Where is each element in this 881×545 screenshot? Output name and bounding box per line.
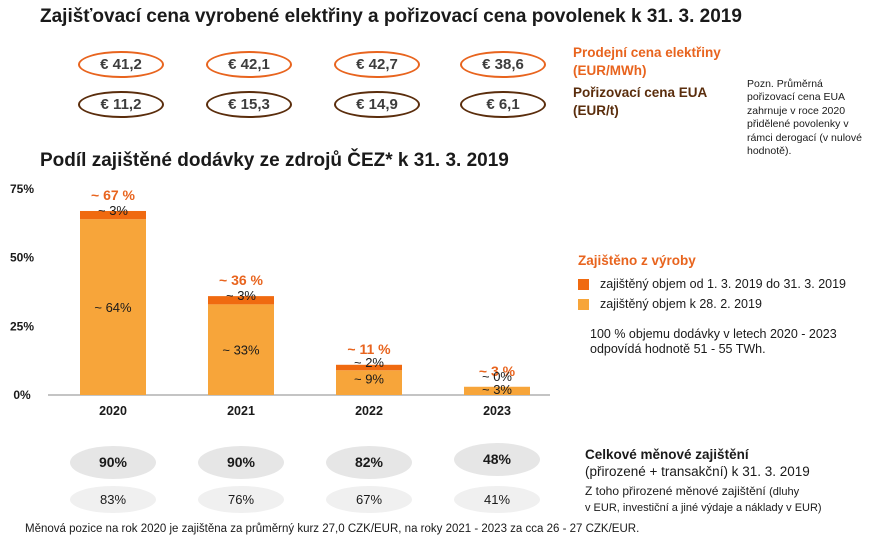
fx-summary-subtitle: (přirozené + transakční) k 31. 3. 2019 bbox=[585, 464, 810, 479]
selling-price-label: Prodejní cena elektřiny (EUR/MWh) bbox=[573, 44, 721, 80]
bar-base-value-label: ~ 9% bbox=[354, 371, 384, 386]
bar-segment-february bbox=[464, 386, 530, 395]
fx-total-2021: 90% bbox=[198, 446, 284, 479]
legend-item-march: zajištěný objem od 1. 3. 2019 do 31. 3. … bbox=[600, 277, 847, 291]
eua-price-2021: € 15,3 bbox=[206, 91, 292, 118]
selling-price-label-line2: (EUR/MWh) bbox=[573, 63, 647, 78]
eua-price-2020: € 11,2 bbox=[78, 91, 164, 118]
selling-price-2021: € 42,1 bbox=[206, 51, 292, 78]
legend-title: Zajištěno z výroby bbox=[578, 253, 696, 268]
legend-swatch-february bbox=[578, 299, 589, 310]
fx-total-2022: 82% bbox=[326, 446, 412, 479]
bar-top-value-label: ~ 2% bbox=[354, 355, 384, 370]
fx-total-2020: 90% bbox=[70, 446, 156, 479]
footer-note: Měnová pozice na rok 2020 je zajištěna z… bbox=[25, 523, 640, 535]
fx-natural-note-paren: (dluhy bbox=[769, 486, 800, 498]
bar-top-value-label: ~ 0% bbox=[482, 369, 512, 384]
eua-note: Pozn. Průměrná pořizovací cena EUA zahrn… bbox=[747, 78, 862, 158]
fx-natural-note-detail: v EUR, investiční a jiné výdaje a náklad… bbox=[585, 502, 822, 514]
fx-natural-2023: 41% bbox=[454, 486, 540, 513]
fx-natural-2020: 83% bbox=[70, 486, 156, 513]
bar-top-value-label: ~ 3% bbox=[98, 203, 128, 218]
bar-total-label: ~ 36 % bbox=[219, 272, 264, 288]
fx-natural-note-main: Z toho přirozené měnové zajištění bbox=[585, 484, 766, 498]
legend-swatch-march bbox=[578, 279, 589, 290]
selling-price-2020: € 41,2 bbox=[78, 51, 164, 78]
fx-natural-note: Z toho přirozené měnové zajištění (dluhy… bbox=[585, 484, 875, 516]
legend-note: 100 % objemu dodávky v letech 2020 - 202… bbox=[590, 327, 837, 356]
x-tick-label: 2022 bbox=[355, 404, 383, 418]
bar-segment-march bbox=[208, 296, 274, 305]
bar-total-label: ~ 67 % bbox=[91, 187, 136, 203]
y-tick-label: 25% bbox=[10, 319, 34, 333]
bar-base-value-label: ~ 64% bbox=[94, 300, 132, 315]
eua-price-label-line1: Pořizovací cena EUA bbox=[573, 85, 708, 100]
bar-segment-march bbox=[336, 364, 402, 371]
bar-base-value-label: ~ 33% bbox=[222, 343, 260, 358]
selling-price-2022: € 42,7 bbox=[334, 51, 420, 78]
eua-price-label-line2: (EUR/t) bbox=[573, 103, 619, 118]
bar-segment-february bbox=[336, 370, 402, 395]
x-tick-label: 2023 bbox=[483, 404, 511, 418]
bar-total-label: ~ 3 % bbox=[479, 363, 516, 379]
fx-total-2023: 48% bbox=[454, 443, 540, 476]
selling-price-2023: € 38,6 bbox=[460, 51, 546, 78]
bar-segment-february bbox=[80, 219, 146, 395]
chart-title: Podíl zajištěné dodávky ze zdrojů ČEZ* k… bbox=[40, 150, 509, 171]
x-tick-label: 2020 bbox=[99, 404, 127, 418]
bar-top-value-label: ~ 3% bbox=[226, 288, 256, 303]
selling-price-label-line1: Prodejní cena elektřiny bbox=[573, 45, 721, 60]
eua-price-2023: € 6,1 bbox=[460, 91, 546, 118]
bar-segment-march bbox=[80, 210, 146, 220]
bar-total-label: ~ 11 % bbox=[347, 341, 391, 357]
page-title: Zajišťovací cena vyrobené elektřiny a po… bbox=[40, 6, 742, 27]
y-tick-label: 50% bbox=[10, 251, 34, 265]
fx-natural-2021: 76% bbox=[198, 486, 284, 513]
hedged-supply-chart: 0%25%50%75%2020~ 67 %~ 3%~ 64%2021~ 36 %… bbox=[10, 182, 550, 418]
fx-summary-title: Celkové měnové zajištění bbox=[585, 447, 749, 462]
legend-item-february: zajištěný objem k 28. 2. 2019 bbox=[600, 297, 762, 311]
bar-segment-february bbox=[208, 304, 274, 395]
eua-price-2022: € 14,9 bbox=[334, 91, 420, 118]
y-tick-label: 0% bbox=[13, 388, 31, 402]
bar-base-value-label: ~ 3% bbox=[482, 382, 512, 397]
x-tick-label: 2021 bbox=[227, 404, 255, 418]
eua-price-label: Pořizovací cena EUA (EUR/t) bbox=[573, 84, 707, 120]
fx-natural-2022: 67% bbox=[326, 486, 412, 513]
y-tick-label: 75% bbox=[10, 182, 34, 196]
